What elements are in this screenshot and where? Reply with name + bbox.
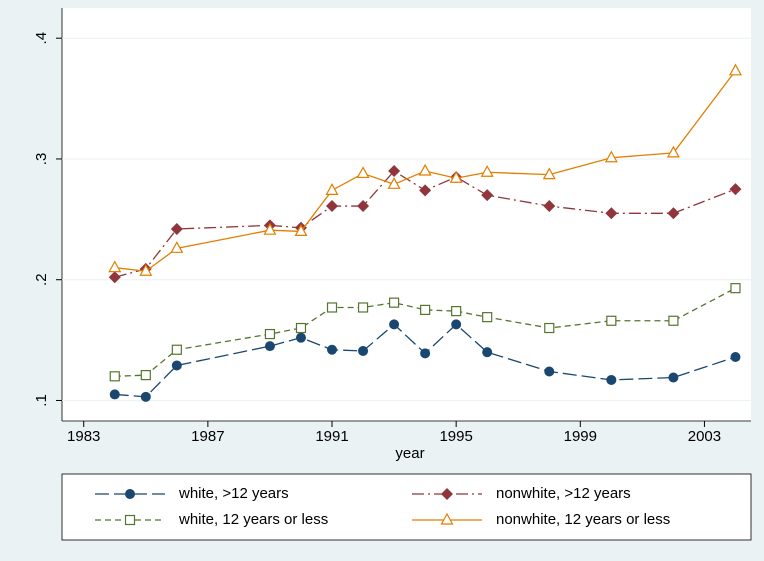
marker — [606, 374, 617, 385]
marker — [481, 189, 494, 202]
legend-marker — [125, 489, 135, 499]
marker — [604, 150, 618, 163]
marker — [263, 222, 277, 235]
marker — [388, 165, 401, 178]
marker — [357, 200, 370, 213]
marker — [326, 302, 338, 313]
y-tick-label: .3 — [33, 153, 50, 166]
marker — [170, 222, 183, 235]
x-tick-label: 1995 — [439, 428, 472, 445]
marker — [140, 391, 151, 402]
marker — [294, 224, 308, 237]
marker — [108, 271, 121, 284]
legend-label: nonwhite, 12 years or less — [496, 511, 670, 528]
x-tick-label: 1987 — [191, 428, 224, 445]
marker — [420, 348, 431, 359]
marker — [418, 163, 432, 176]
marker — [325, 183, 339, 195]
marker — [358, 345, 369, 356]
marker — [326, 200, 339, 213]
y-tick-label: .2 — [33, 273, 50, 286]
marker — [139, 264, 153, 276]
marker — [295, 332, 306, 343]
x-tick-label: 1983 — [67, 428, 100, 445]
legend-marker — [440, 512, 454, 525]
marker — [356, 166, 370, 179]
marker — [295, 322, 307, 334]
marker — [667, 207, 680, 220]
marker — [140, 370, 151, 381]
marker — [264, 328, 276, 340]
x-tick-label: 1991 — [315, 428, 348, 445]
legend-label: nonwhite, >12 years — [496, 485, 631, 502]
marker — [544, 366, 555, 377]
marker — [480, 164, 494, 177]
y-tick-label: .1 — [33, 394, 50, 407]
marker — [668, 372, 679, 383]
marker — [420, 304, 431, 316]
marker — [170, 241, 184, 253]
marker — [544, 322, 555, 334]
legend-label: white, 12 years or less — [178, 511, 328, 528]
marker — [730, 351, 741, 362]
x-tick-label: 2003 — [688, 428, 721, 445]
marker — [357, 302, 369, 313]
marker — [543, 200, 556, 213]
x-axis-title: year — [395, 445, 424, 462]
marker — [171, 344, 182, 355]
marker — [388, 297, 400, 308]
marker — [109, 389, 120, 400]
marker — [449, 171, 463, 183]
marker — [482, 347, 493, 358]
marker — [264, 341, 275, 352]
marker — [419, 184, 432, 197]
marker — [109, 371, 120, 382]
marker — [666, 145, 680, 158]
marker — [606, 315, 617, 326]
legend — [61, 473, 752, 541]
legend-label: white, >12 years — [178, 485, 289, 502]
legend-marker — [441, 488, 453, 500]
marker — [171, 360, 182, 371]
marker — [389, 319, 400, 330]
plot-area — [62, 8, 751, 421]
marker — [451, 306, 462, 317]
legend-marker — [124, 514, 136, 526]
x-tick-label: 1999 — [564, 428, 597, 445]
marker — [668, 315, 679, 326]
marker — [542, 167, 556, 180]
y-tick-label: .4 — [33, 32, 50, 45]
series-line — [114, 287, 736, 377]
marker — [605, 207, 618, 220]
marker — [482, 312, 493, 323]
marker — [729, 183, 742, 196]
marker — [327, 344, 338, 355]
marker — [108, 260, 122, 273]
marker — [451, 319, 462, 330]
marker — [387, 177, 401, 189]
marker — [728, 63, 742, 76]
marker — [730, 283, 741, 294]
series-line — [114, 170, 736, 278]
